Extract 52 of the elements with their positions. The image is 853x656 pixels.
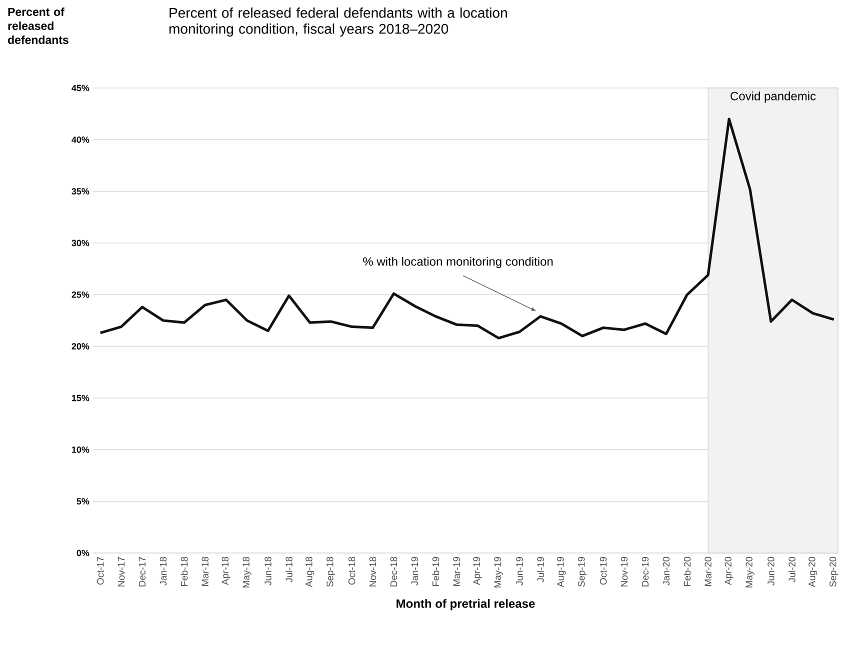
- chart-title: Percent of released federal defendants with a location monitoring condition, fiscal years 2018–2020: [169, 8, 507, 37]
- x-tick-label: Aug-18: [306, 556, 314, 588]
- y-tick-label: 15%: [72, 394, 90, 402]
- y-axis-title: Percent of released defendants: [8, 8, 68, 44]
- x-tick-label: Jan-19: [411, 556, 418, 586]
- y-tick-label: 20%: [72, 343, 90, 350]
- y-tick-label: 35%: [72, 188, 90, 195]
- x-tick-label: Jun-18: [264, 556, 272, 586]
- y-tick-label: 30%: [72, 240, 90, 246]
- y-tick-label: 25%: [72, 291, 90, 298]
- x-tick-label: Jan-18: [160, 556, 167, 586]
- x-tick-label: Apr-20: [724, 556, 734, 586]
- x-tick-label: Aug-19: [557, 556, 566, 588]
- x-axis-title: Month of pretrial release: [396, 599, 535, 610]
- x-tick-label: Jul-20: [788, 556, 796, 582]
- x-tick-label: Nov-17: [118, 557, 125, 586]
- x-tick-label: Oct-17: [96, 557, 104, 585]
- y-tick-label: 40%: [72, 136, 90, 143]
- y-tick-label: 10%: [72, 446, 90, 453]
- x-tick-label: May-19: [494, 556, 503, 588]
- x-tick-label: Feb-20: [684, 556, 691, 586]
- x-tick-label: Sep-20: [830, 556, 838, 587]
- x-tick-label: Feb-19: [432, 556, 440, 586]
- line-series: [99, 118, 836, 340]
- x-tick-label: Jul-19: [536, 556, 544, 582]
- x-tick-label: Dec-18: [390, 556, 398, 586]
- annotation: % with location monitoring condition: [363, 256, 553, 268]
- x-tick-label: Jul-18: [285, 556, 292, 582]
- x-tick-label: Oct-19: [600, 556, 607, 585]
- x-tick-label: Mar-19: [453, 556, 460, 586]
- x-tick-label: Apr-18: [222, 556, 230, 586]
- x-tick-label: Sep-18: [326, 556, 336, 587]
- y-tick-label: 5%: [76, 498, 90, 505]
- x-tick-label: Feb-18: [180, 556, 188, 586]
- x-tick-label: Jun-19: [516, 556, 523, 586]
- x-tick-label: Nov-19: [620, 556, 628, 586]
- y-tick-label: 45%: [72, 84, 90, 92]
- x-tick-label: Jan-20: [662, 556, 670, 586]
- x-tick-label: May-20: [746, 556, 754, 588]
- x-tick-label: Nov-18: [369, 556, 376, 586]
- x-tick-label: Mar-20: [704, 556, 712, 586]
- x-tick-label: Sep-19: [578, 556, 587, 587]
- x-tick-label: Oct-18: [348, 556, 356, 585]
- x-tick-label: Mar-18: [202, 556, 208, 586]
- x-tick-label: Jun-20: [768, 556, 774, 586]
- x-tick-label: Apr-19: [473, 556, 482, 586]
- x-tick-label: Dec-19: [642, 556, 649, 586]
- x-tick-label: Aug-20: [808, 556, 818, 588]
- x-tick-label: Dec-17: [138, 557, 146, 586]
- x-tick-label: May-18: [242, 556, 252, 588]
- y-tick-label: 0%: [76, 550, 90, 556]
- band-label: Covid pandemic: [730, 92, 816, 103]
